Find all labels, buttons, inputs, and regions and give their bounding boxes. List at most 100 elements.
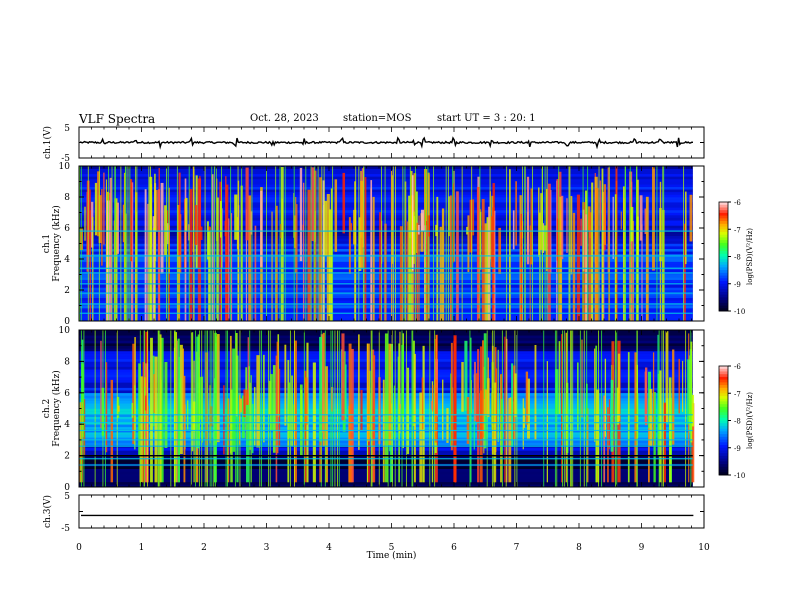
ch2-spectrogram-burst bbox=[414, 353, 416, 483]
ch1-spectrogram-burst bbox=[420, 213, 424, 252]
ch2-spectrogram-line-freq bbox=[79, 458, 693, 460]
ch1-spectrogram-colorbar-cell bbox=[719, 231, 728, 236]
ch2-spectrogram-streak bbox=[294, 330, 295, 487]
ch1-spectrogram-burst bbox=[576, 194, 580, 321]
ch1-spectrogram-streak bbox=[384, 166, 386, 321]
ch1-spectrogram-burst bbox=[390, 170, 393, 321]
ch1-waveform-ylabel-line: ch.1(V) bbox=[42, 126, 53, 159]
ch1-spectrogram-burst bbox=[441, 208, 445, 321]
ch1-spectrogram-burst bbox=[103, 172, 105, 245]
ch2-spectrogram-streak bbox=[493, 330, 495, 487]
ch2-spectrogram-streak bbox=[401, 330, 403, 487]
ch2-spectrogram-burst bbox=[139, 376, 143, 483]
ch2-spectrogram-burst bbox=[604, 358, 607, 437]
ch1-spectrogram-streak bbox=[663, 166, 665, 321]
ch1-spectrogram-colorbar: -6 -7 -8 -9 -10 log(PSD)(V²/Hz) bbox=[718, 199, 754, 316]
ch1-spectrogram-streak bbox=[166, 166, 167, 321]
x-tick-label: 10 bbox=[698, 543, 710, 553]
ch1-spectrogram-burst bbox=[154, 173, 156, 321]
ch2-spectrogram-burst bbox=[81, 363, 84, 438]
ch1-spectrogram-burst bbox=[225, 184, 229, 321]
ch1-spectrogram-burst bbox=[484, 223, 487, 321]
ch2-spectrogram-line-freq bbox=[79, 429, 693, 432]
ch1-spectrogram-streak bbox=[522, 166, 523, 321]
ch1-spectrogram-row bbox=[79, 209, 693, 213]
ch1-spectrogram-streak bbox=[129, 166, 131, 321]
ch2-spectrogram-burst bbox=[287, 360, 290, 483]
chart-title: VLF Spectra bbox=[79, 112, 156, 126]
ch2-spectrogram-burst bbox=[276, 341, 279, 454]
station-label: station=MOS bbox=[343, 113, 412, 124]
ch2-spectrogram-streak bbox=[227, 330, 228, 487]
ch2-spectrogram-burst bbox=[263, 354, 265, 443]
ch2-spectrogram-burst bbox=[144, 395, 147, 411]
ch2-spectrogram-burst bbox=[477, 349, 480, 483]
ch1-spectrogram-burst bbox=[572, 212, 576, 321]
ch1-spectrogram-colorbar-cell bbox=[719, 264, 728, 268]
ch2-spectrogram-burst bbox=[482, 340, 484, 438]
ch1-spectrogram-burst bbox=[211, 174, 214, 321]
ch1-spectrogram-streak bbox=[425, 166, 426, 321]
ch2-spectrogram-burst bbox=[348, 343, 352, 483]
ch2-spectrogram-colorbar-cell bbox=[719, 442, 728, 446]
ch2-spectrogram-streak bbox=[102, 330, 104, 487]
ch2-spectrogram-streak bbox=[570, 330, 572, 487]
ch1-spectrogram-burst bbox=[113, 220, 115, 321]
ch2-spectrogram-line-freq bbox=[79, 422, 693, 424]
ch2-spectrogram-burst bbox=[493, 382, 497, 483]
ch1-spectrogram-burst bbox=[481, 198, 485, 321]
ch1-spectrogram-streak bbox=[381, 166, 382, 321]
ch1-spectrogram-row bbox=[79, 189, 693, 193]
ch1-spectrogram-burst bbox=[379, 212, 381, 321]
ch1-spectrogram-streak bbox=[524, 166, 526, 321]
ch1-spectrogram-line-freq bbox=[79, 230, 693, 232]
ch1-spectrogram-burst bbox=[399, 226, 403, 321]
ch1-spectrogram-burst bbox=[435, 224, 438, 237]
ch1-spectrogram-burst bbox=[275, 205, 278, 321]
ch1-spectrogram-burst bbox=[199, 226, 203, 240]
ch1-spectrogram-row bbox=[79, 202, 693, 206]
ch2-spectrogram-streak bbox=[616, 330, 618, 487]
ch2-spectrogram-colorbar-cell bbox=[719, 376, 728, 381]
ch2-spectrogram-streak bbox=[116, 330, 118, 487]
ch1-spectrogram-colorbar-cell bbox=[719, 210, 728, 214]
ch1-spectrogram-colorbar-cell bbox=[719, 237, 728, 241]
ch1-spectrogram-burst bbox=[84, 206, 86, 241]
ch2-spectrogram-streak bbox=[204, 330, 206, 487]
ch1-spectrogram-colorbar-cell bbox=[719, 267, 728, 271]
ch2-spectrogram-burst bbox=[247, 337, 249, 415]
ch2-spectrogram-streak bbox=[405, 330, 407, 487]
ch1-spectrogram-burst bbox=[520, 213, 523, 321]
ch1-spectrogram-burst bbox=[348, 217, 351, 274]
ch2-spectrogram-colorbar-cell bbox=[719, 453, 728, 457]
ch2-spectrogram-burst bbox=[251, 403, 254, 454]
ch1-spectrogram-streak bbox=[544, 166, 546, 321]
ch2-spectrogram-ytick-label: 8 bbox=[64, 357, 70, 367]
ch2-spectrogram-burst bbox=[511, 363, 514, 447]
ch1-spectrogram-streak bbox=[569, 166, 571, 321]
ch1-spectrogram-burst bbox=[216, 178, 218, 242]
ch2-spectrogram-colorbar-cell bbox=[719, 428, 728, 432]
ch2-spectrogram-streak bbox=[303, 330, 305, 487]
ch1-spectrogram-streak bbox=[237, 166, 239, 321]
ch1-spectrogram-streak bbox=[409, 166, 411, 321]
ch2-spectrogram-colorbar-cell bbox=[719, 366, 728, 370]
ch2-spectrogram-streak bbox=[387, 330, 389, 487]
ch2-spectrogram-burst bbox=[479, 390, 483, 483]
ch2-spectrogram-burst bbox=[649, 388, 653, 446]
ch2-spectrogram-burst bbox=[331, 387, 334, 412]
ch2-spectrogram-colorbar-cell bbox=[719, 472, 728, 476]
ch1-spectrogram-burst bbox=[114, 198, 118, 321]
ch2-spectrogram-burst bbox=[360, 389, 363, 431]
ch1-spectrogram-colorbar-cell bbox=[719, 229, 728, 233]
ch2-spectrogram-colorbar-label: log(PSD)(V²/Hz) bbox=[746, 392, 754, 449]
ch1-spectrogram-row bbox=[79, 168, 693, 172]
ch2-spectrogram-burst bbox=[512, 365, 516, 440]
ch2-spectrogram-burst bbox=[179, 378, 182, 438]
ch2-spectrogram-colorbar-cell bbox=[719, 415, 728, 419]
ch2-spectrogram-burst bbox=[239, 398, 243, 413]
ch1-spectrogram-streak bbox=[656, 166, 658, 321]
ch1-spectrogram-row bbox=[79, 207, 693, 211]
ch1-spectrogram-burst bbox=[370, 180, 373, 321]
ch2-spectrogram-streak bbox=[334, 330, 336, 487]
